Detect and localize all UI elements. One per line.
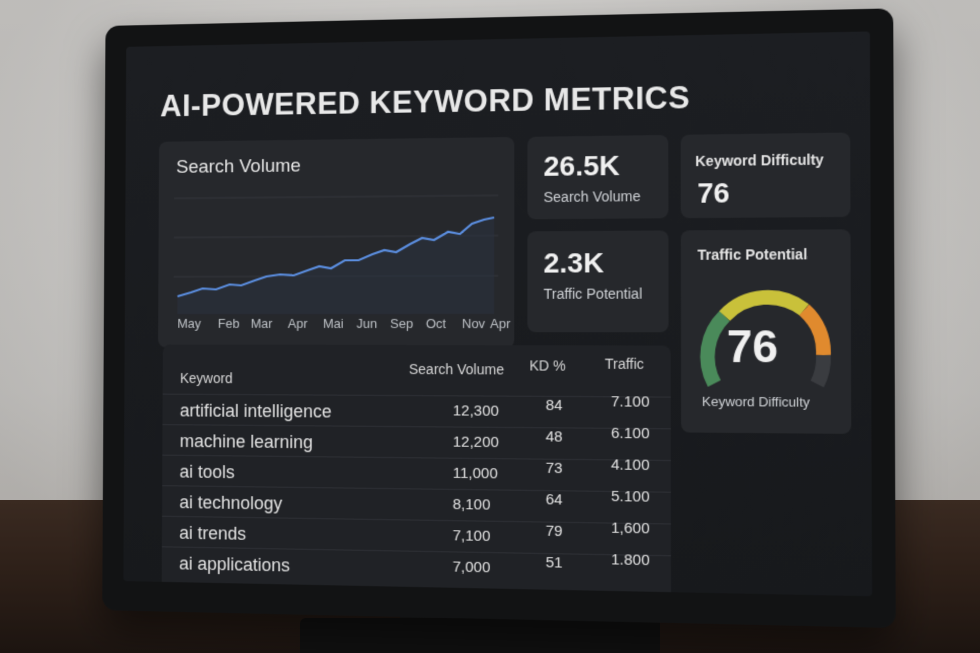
traffic-cell: 7.100 bbox=[611, 393, 650, 411]
keyword-table: Keyword Search Volume KD % Traffic artif… bbox=[162, 344, 671, 596]
month-label: Mar bbox=[251, 316, 273, 331]
traffic-cell: 5.100 bbox=[611, 488, 650, 506]
month-label: Jun bbox=[356, 316, 377, 331]
volume-cell: 11,000 bbox=[453, 465, 498, 483]
traffic-potential-value: 2.3K bbox=[544, 247, 604, 280]
header-keyword: Keyword bbox=[180, 370, 233, 386]
search-volume-chart bbox=[174, 183, 499, 314]
search-volume-title: Search Volume bbox=[176, 156, 301, 179]
keyword-difficulty-label: Keyword Difficulty bbox=[695, 151, 824, 169]
search-volume-label: Search Volume bbox=[544, 188, 641, 205]
monitor: AI-POWERED KEYWORD METRICS Search Volume… bbox=[102, 8, 896, 628]
kd-cell: 73 bbox=[546, 460, 563, 477]
keyword-cell: ai technology bbox=[179, 492, 282, 514]
month-label: Feb bbox=[218, 316, 240, 331]
traffic-gauge-panel: Traffic Potential 76 Keyword Difficulty bbox=[681, 229, 851, 434]
traffic-cell: 1.800 bbox=[611, 551, 650, 569]
month-label: Apr bbox=[490, 316, 510, 331]
gauge-arc-green bbox=[707, 316, 724, 384]
dashboard-screen: AI-POWERED KEYWORD METRICS Search Volume… bbox=[123, 31, 872, 596]
traffic-cell: 1,600 bbox=[611, 519, 650, 537]
kd-cell: 51 bbox=[546, 554, 563, 572]
keyword-difficulty-card: Keyword Difficulty 76 bbox=[681, 133, 851, 219]
keyword-cell: artificial intelligence bbox=[180, 401, 332, 423]
search-volume-panel: Search Volume May Feb Mar Apr Mai Jun Se… bbox=[158, 137, 514, 348]
month-label: Mai bbox=[323, 316, 344, 331]
traffic-cell: 4.100 bbox=[611, 456, 650, 474]
keyword-cell: ai trends bbox=[179, 523, 246, 545]
gauge-value: 76 bbox=[727, 322, 778, 373]
gauge-arc-remaining bbox=[817, 355, 824, 384]
volume-cell: 7,000 bbox=[453, 558, 491, 576]
traffic-potential-label: Traffic Potential bbox=[544, 285, 643, 301]
month-label: Apr bbox=[288, 316, 308, 331]
gauge-title: Traffic Potential bbox=[697, 246, 807, 263]
gauge-arc-yellow bbox=[725, 297, 805, 316]
kd-cell: 64 bbox=[546, 491, 563, 508]
gauge-arc-orange bbox=[804, 310, 823, 355]
kd-cell: 48 bbox=[546, 428, 563, 445]
volume-cell: 7,100 bbox=[453, 527, 491, 545]
traffic-potential-card: 2.3K Traffic Potential bbox=[527, 230, 668, 332]
month-label: Oct bbox=[426, 316, 446, 331]
monitor-stand-base bbox=[300, 618, 660, 653]
search-volume-value: 26.5K bbox=[544, 150, 620, 183]
search-volume-card: 26.5K Search Volume bbox=[527, 135, 668, 219]
keyword-cell: ai applications bbox=[179, 554, 290, 577]
month-label: Nov bbox=[462, 316, 485, 331]
month-axis: May Feb Mar Apr Mai Jun Sep Oct Nov Apr bbox=[177, 316, 508, 336]
month-label: Sep bbox=[390, 316, 413, 331]
keyword-cell: ai tools bbox=[180, 462, 235, 483]
volume-cell: 12,200 bbox=[453, 434, 499, 452]
dashboard-title: AI-POWERED KEYWORD METRICS bbox=[160, 80, 690, 124]
traffic-cell: 6.100 bbox=[611, 425, 650, 443]
month-label: May bbox=[177, 316, 201, 331]
gridline bbox=[174, 195, 498, 198]
kd-cell: 84 bbox=[546, 397, 563, 414]
header-traffic: Traffic bbox=[605, 356, 644, 372]
gauge-label: Keyword Difficulty bbox=[702, 394, 810, 410]
header-kd: KD % bbox=[529, 357, 565, 373]
header-search-volume: Search Volume bbox=[409, 361, 504, 377]
volume-cell: 8,100 bbox=[453, 496, 491, 514]
keyword-difficulty-value: 76 bbox=[697, 177, 729, 210]
volume-cell: 12,300 bbox=[453, 402, 499, 419]
kd-cell: 79 bbox=[546, 523, 563, 541]
keyword-cell: machine learning bbox=[180, 431, 313, 453]
